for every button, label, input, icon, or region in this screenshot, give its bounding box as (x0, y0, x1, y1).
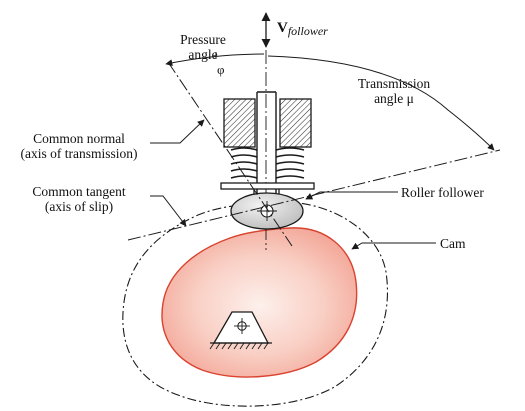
common-normal-line1: Common normal (33, 131, 125, 146)
transmission-angle-arc (267, 55, 495, 151)
common-normal-label: Common normal (axis of transmission) (4, 131, 154, 161)
roller (230, 192, 304, 230)
common-normal-line2: (axis of transmission) (20, 146, 138, 161)
cam-label: Cam (440, 236, 466, 251)
velocity-sub: follower (287, 24, 328, 38)
transmission-angle-label: Transmission angle μ (344, 76, 444, 106)
common-tangent-line2: (axis of slip) (44, 199, 114, 214)
velocity-main: V (277, 20, 288, 36)
follower-stem (256, 91, 277, 200)
common-tangent-leader (150, 195, 187, 227)
cam-profile (161, 227, 358, 378)
pitch-curve (122, 201, 388, 407)
transmission-line2: angle μ (374, 91, 414, 106)
common-normal-leader (150, 119, 205, 144)
common-normal-line (167, 61, 293, 247)
leader-lines (150, 52, 436, 250)
pressure-angle-line2: angle (188, 47, 218, 62)
follower-guide (223, 98, 312, 148)
cam-leader (351, 242, 436, 250)
cam-pivot (209, 311, 272, 350)
phi-symbol: φ (217, 62, 225, 77)
spring-plate (220, 182, 315, 190)
transmission-line1: Transmission (357, 76, 431, 91)
roller-follower-leader (305, 191, 398, 200)
pressure-angle-label: Pressure angle (168, 32, 238, 62)
pressure-angle-line1: Pressure (180, 32, 226, 47)
common-tangent-label: Common tangent (axis of slip) (4, 184, 154, 214)
roller-follower-label: Roller follower (401, 185, 484, 200)
follower-spring (230, 147, 305, 179)
velocity-label: Vfollower (277, 20, 328, 39)
pressure-angle-arc (165, 53, 265, 67)
common-tangent-line1: Common tangent (32, 184, 126, 199)
